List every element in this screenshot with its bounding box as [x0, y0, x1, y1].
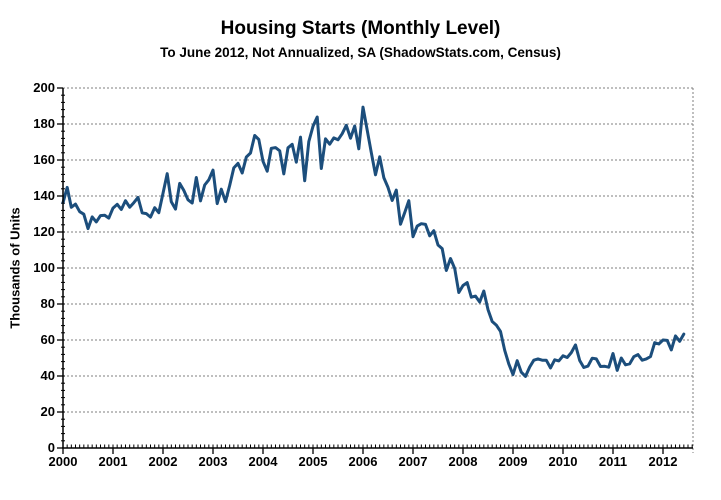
y-tick-label: 200 — [33, 80, 55, 95]
x-tick-label: 2003 — [198, 454, 228, 469]
x-tick-label: 2011 — [598, 454, 628, 469]
x-tick-label: 2002 — [148, 454, 178, 469]
x-tick-label: 2000 — [48, 454, 78, 469]
x-tick-label: 2005 — [298, 454, 328, 469]
y-tick-label: 120 — [33, 224, 55, 239]
y-tick-label: 140 — [33, 188, 55, 203]
y-tick-label: 160 — [33, 152, 55, 167]
x-tick-label: 2006 — [348, 454, 378, 469]
chart-subtitle: To June 2012, Not Annualized, SA (Shadow… — [160, 45, 561, 60]
x-tick-label: 2008 — [448, 454, 478, 469]
y-tick-label: 80 — [40, 296, 55, 311]
x-tick-label: 2007 — [398, 454, 428, 469]
y-tick-label: 20 — [40, 404, 55, 419]
y-tick-label: 180 — [33, 116, 55, 131]
y-tick-label: 60 — [40, 332, 55, 347]
y-tick-label: 0 — [47, 440, 55, 455]
chart-title: Housing Starts (Monthly Level) — [220, 18, 501, 39]
x-tick-label: 2010 — [548, 454, 578, 469]
data-line — [61, 105, 686, 378]
x-tick-label: 2012 — [648, 454, 678, 469]
y-tick-label: 40 — [40, 368, 55, 383]
x-tick-label: 2001 — [98, 454, 128, 469]
x-tick-label: 2004 — [248, 454, 278, 469]
x-tick-label: 2009 — [498, 454, 528, 469]
y-tick-label: 100 — [33, 260, 55, 275]
